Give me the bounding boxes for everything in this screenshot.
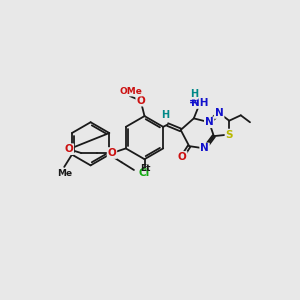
Text: O: O: [178, 152, 187, 162]
Text: S: S: [226, 130, 233, 140]
Text: N: N: [200, 143, 209, 153]
Text: H: H: [190, 89, 198, 99]
Text: O: O: [64, 144, 73, 154]
Text: =: =: [189, 97, 197, 107]
Text: Me: Me: [57, 169, 72, 178]
Text: N: N: [215, 108, 224, 118]
Text: Cl: Cl: [139, 168, 150, 178]
Text: O: O: [136, 96, 145, 106]
Text: O: O: [108, 148, 116, 158]
Text: OMe: OMe: [119, 87, 142, 96]
Text: NH: NH: [191, 98, 209, 108]
Text: H: H: [161, 110, 170, 120]
Text: Et: Et: [140, 164, 151, 173]
Text: N: N: [205, 117, 214, 127]
